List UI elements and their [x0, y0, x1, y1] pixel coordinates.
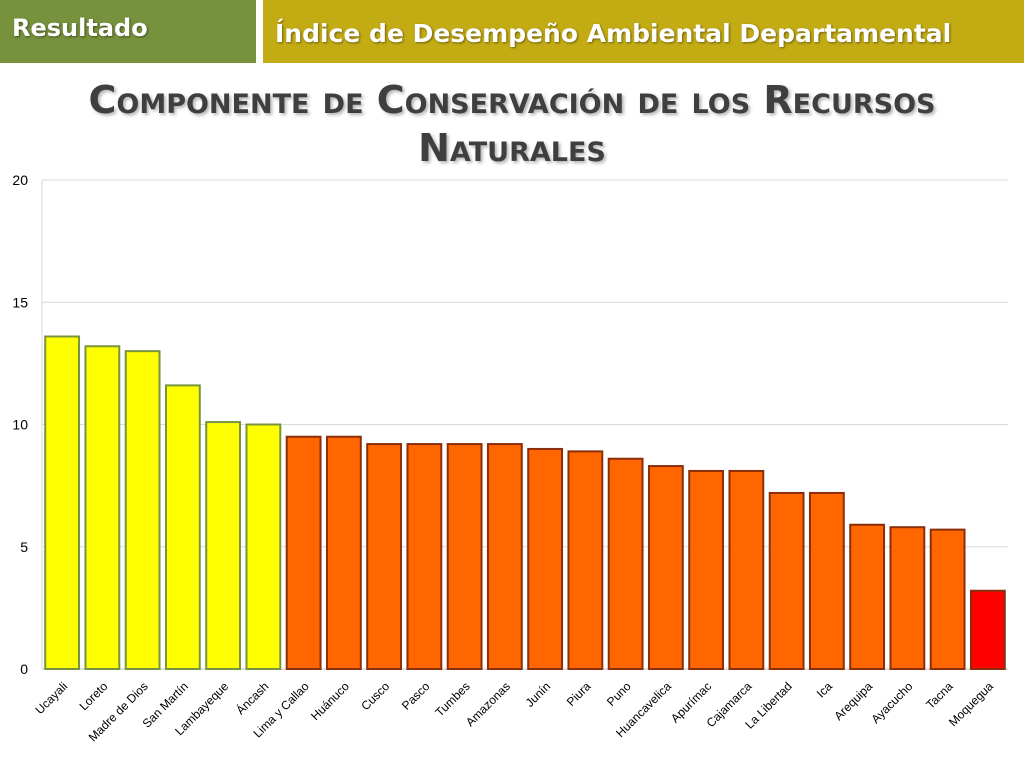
bar-arequipa — [849, 523, 886, 670]
bar-tacna — [929, 528, 966, 670]
section-banner: Resultado — [0, 0, 256, 63]
x-tick-label: Piura — [564, 679, 594, 709]
bar-san-martín — [164, 384, 201, 670]
bar-tumbes — [446, 443, 483, 670]
x-tick-label: Ica — [814, 679, 835, 700]
x-tick-label: Tacna — [923, 679, 956, 712]
x-tick-label: Tumbes — [433, 679, 473, 719]
bar-junín — [527, 447, 564, 671]
bar-amazonas — [486, 443, 523, 670]
bar-pasco — [406, 443, 443, 670]
x-tick-label: Moquegua — [946, 679, 996, 729]
page-title-line1: Componente de Conservación de los Recurs… — [88, 78, 936, 122]
bar-puno — [607, 457, 644, 671]
bar-ucayali — [44, 335, 81, 670]
bar-ayacucho — [889, 526, 926, 670]
bar-madre-de-dios — [124, 350, 161, 670]
bar-huánuco — [325, 435, 362, 671]
gridlines — [42, 179, 1008, 670]
x-tick-label: Huánuco — [308, 679, 352, 723]
y-tick-label: 20 — [12, 172, 28, 188]
bar-moquegua — [969, 589, 1006, 671]
bar-huancavelica — [647, 465, 684, 670]
bar-ica — [808, 491, 845, 670]
y-axis: 0 5 10 15 20 — [12, 172, 43, 677]
page-title-line2: Naturales — [418, 126, 606, 170]
y-tick-label: 10 — [12, 417, 28, 433]
y-tick-label: 15 — [12, 294, 28, 310]
title-banner: Índice de Desempeño Ambiental Departamen… — [263, 0, 1024, 63]
x-tick-label: Puno — [604, 679, 634, 709]
page-title: Componente de Conservación de los Recurs… — [0, 76, 1024, 172]
x-tick-label: Ayacucho — [868, 679, 915, 726]
x-tick-label: Ucayali — [33, 679, 71, 717]
bar-loreto — [84, 345, 121, 670]
bars — [44, 335, 1006, 671]
bar-cusco — [366, 443, 403, 670]
bar-la-libertad — [768, 491, 805, 670]
bar-cajamarca — [728, 469, 765, 670]
x-tick-label: Pasco — [399, 679, 433, 713]
x-tick-label: Junín — [523, 679, 554, 710]
y-tick-label: 5 — [20, 539, 28, 555]
bar-apurímac — [688, 469, 725, 670]
bar-lima-y-callao — [285, 435, 322, 671]
section-label: Resultado — [12, 14, 148, 42]
banner-title: Índice de Desempeño Ambiental Departamen… — [275, 19, 952, 48]
x-tick-label: Amazonas — [463, 679, 513, 729]
bar-áncash — [245, 423, 282, 670]
x-tick-label: Áncash — [233, 679, 272, 718]
bar-lambayeque — [205, 421, 242, 670]
x-tick-label: Cusco — [358, 679, 392, 713]
y-tick-label: 0 — [20, 661, 28, 677]
bar-piura — [567, 450, 604, 671]
x-tick-label: Loreto — [77, 679, 111, 713]
